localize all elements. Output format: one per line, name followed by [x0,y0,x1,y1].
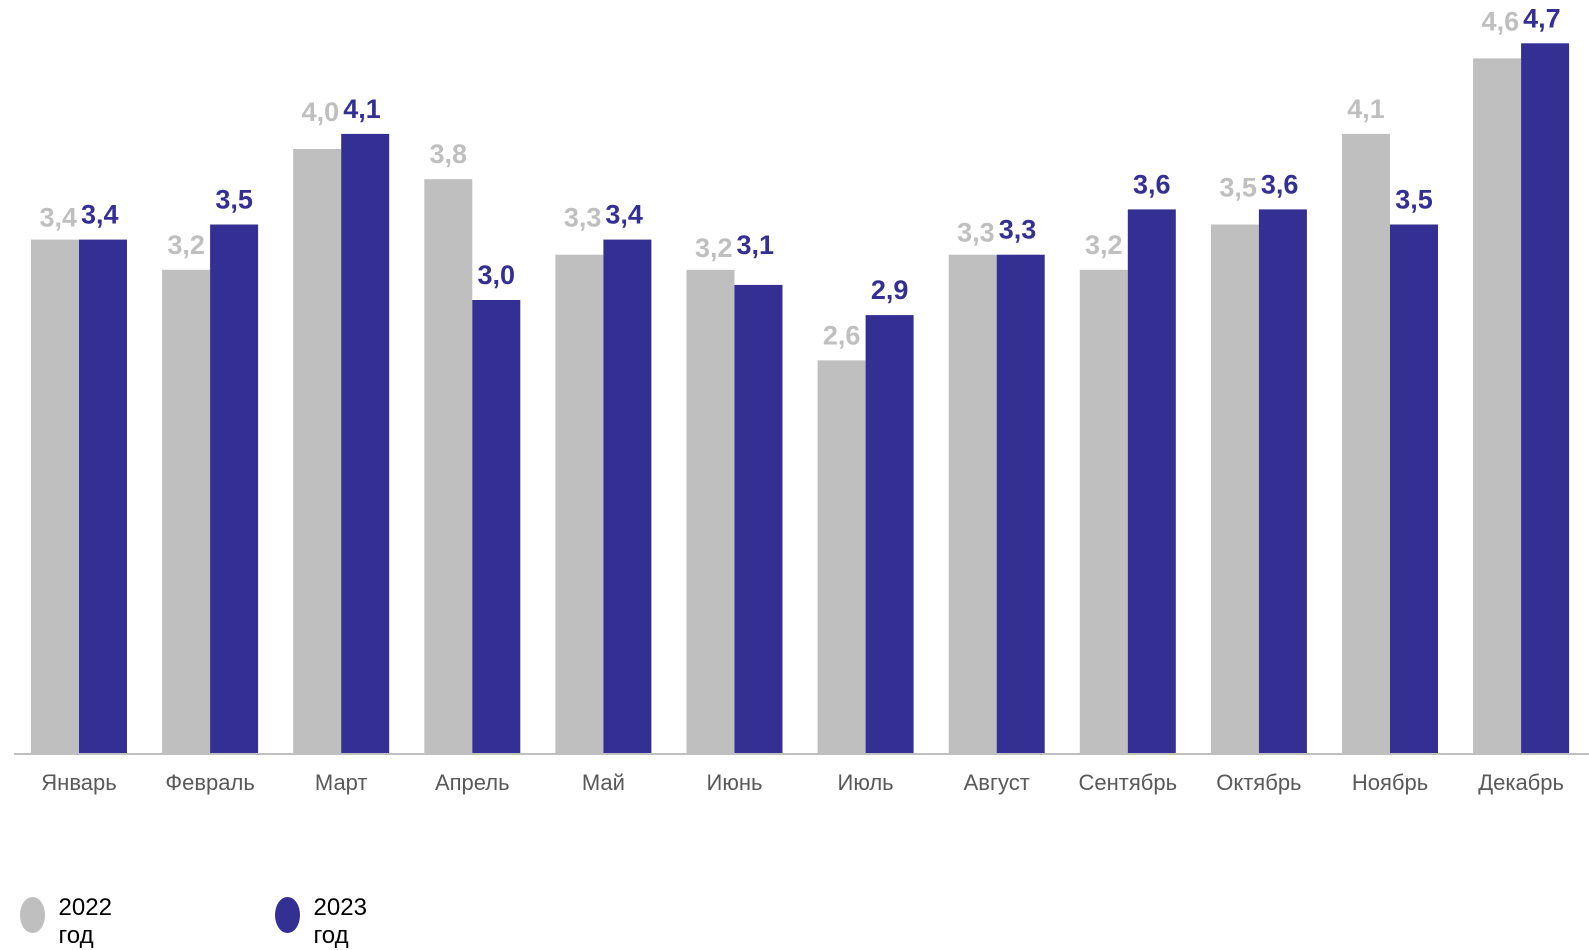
label-2022-11: 4,6 [1482,6,1520,36]
bar-2023-6 [865,315,914,753]
label-2023-2: 4,1 [343,94,381,124]
category-labels: Январь Февраль Март Апрель Май Июнь Июль Август… [41,770,1564,795]
label-2023-1: 3,5 [215,185,253,215]
bar-2022-5 [686,269,735,753]
label-2023-10: 3,5 [1395,185,1433,215]
label-2022-7: 3,3 [957,218,995,248]
label-2023-11: 4,7 [1523,3,1561,33]
label-2023-9: 3,6 [1261,169,1299,199]
bar-2022-4 [555,254,604,753]
legend-item-2022: 2022 год [20,880,123,950]
category-label-8: Сентябрь [1079,770,1178,795]
bar-2023-8 [1127,209,1176,753]
category-label-10: Ноябрь [1352,770,1428,795]
bar-2023-9 [1258,209,1307,753]
legend-label-2022: 2022 год [58,894,112,949]
label-2022-2: 4,0 [302,97,340,127]
bar-2022-0 [31,239,79,754]
bar-chart: 3,4 3,43,23,54,0 4,13,83,03,3 3,43,2 3,12,62… [14,3,1589,795]
bar-2023-10 [1390,224,1438,753]
label-2023-3: 3,0 [478,260,516,290]
label-2022-6: 2,6 [823,320,861,350]
bar-2022-10 [1342,133,1390,753]
category-label-7: Август [964,770,1030,795]
label-2023-7: 3,3 [999,215,1037,245]
label-2022-4: 3,3 [564,203,602,233]
label-2023-5: 3,1 [737,230,775,260]
bar-2023-7 [996,254,1045,753]
label-2022-9: 3,5 [1219,172,1257,202]
label-2022-5: 3,2 [695,233,733,263]
bar-2022-11 [1473,58,1522,753]
category-label-2: Март [315,770,368,795]
series-2022-bars [31,58,1522,754]
category-label-0: Январь [41,770,116,795]
label-2022-0: 3,4 [39,203,77,233]
category-label-3: Апрель [435,770,510,795]
bar-2023-4 [603,239,652,754]
bar-2022-7 [948,254,997,753]
category-label-9: Октябрь [1216,770,1301,795]
label-2022-1: 3,2 [167,230,205,260]
series-2023-bars [79,43,1570,754]
bar-2022-8 [1079,269,1128,753]
category-label-11: Декабрь [1478,770,1564,795]
category-label-1: Февраль [165,770,254,795]
label-2022-10: 4,1 [1347,94,1385,124]
label-2023-4: 3,4 [605,200,643,230]
data-labels: 3,4 3,43,23,54,0 4,13,83,03,3 3,43,2 3,12,62… [39,3,1560,350]
bar-2022-1 [162,269,211,753]
bar-2022-6 [817,360,866,753]
legend-label-2023: 2023 год [313,894,367,949]
bar-2022-2 [293,149,342,753]
label-2023-8: 3,6 [1133,169,1171,199]
label-2022-8: 3,2 [1085,230,1123,260]
bar-2022-9 [1210,224,1259,753]
category-label-6: Июль [838,770,894,795]
bar-2023-3 [472,300,521,753]
bar-2023-0 [79,239,127,754]
bar-2023-2 [341,133,390,753]
label-2022-3: 3,8 [430,139,468,169]
legend-swatch-2023 [275,897,300,933]
bar-2023-1 [210,224,259,753]
category-label-4: Май [582,770,625,795]
bar-2022-3 [424,179,473,753]
bar-2023-5 [734,284,783,753]
bar-2023-11 [1521,43,1570,754]
legend-swatch-2022 [20,897,45,933]
category-label-5: Июнь [707,770,763,795]
label-2023-6: 2,9 [871,275,909,305]
legend-item-2023: 2023 год [275,880,378,950]
label-2023-0: 3,4 [81,200,119,230]
